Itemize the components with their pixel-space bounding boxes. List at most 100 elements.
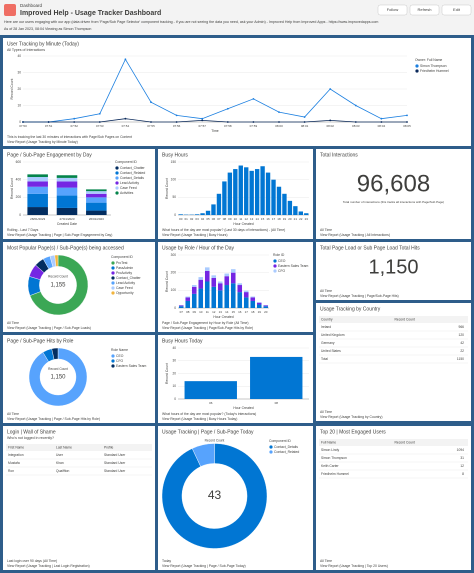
panel-subtitle: All Types of Interactions: [7, 48, 45, 52]
report-link[interactable]: View Report (Usage Tracking | Page / Sub…: [7, 417, 100, 421]
report-link[interactable]: View Report (Usage Tracking | Top 20 Use…: [320, 564, 388, 568]
legend-label: Contact_Related: [274, 450, 299, 454]
table-cell: 31: [460, 456, 464, 460]
header-button[interactable]: [377, 4, 408, 16]
bar-segment: [237, 292, 243, 308]
panel-subtitle: Who's not logged in recently?: [7, 436, 54, 440]
bar-segment: [198, 279, 204, 289]
y-tick-label: 600: [16, 160, 22, 164]
donut-total: 1,150: [50, 375, 66, 381]
panel-title: Top 20 | Most Engaged Users: [320, 429, 386, 435]
legend-label: Contact_Details: [120, 176, 144, 180]
panel-title: Usage by Role / Hour of the Day: [162, 245, 234, 251]
x-axis-label: Created Date: [57, 222, 77, 226]
bar: [304, 213, 309, 215]
table-cell: Standard User: [104, 453, 126, 457]
data-point: [201, 119, 204, 122]
table-header: [6, 444, 152, 451]
legend-swatch: [111, 291, 115, 295]
x-tick-label: 03: [195, 217, 199, 221]
x-tick-label: 16: [238, 310, 242, 314]
x-axis-label: Time: [211, 129, 219, 133]
as-of: As of 28 Jan 2023, 08:04 Viewing as Simo…: [4, 27, 91, 31]
x-tick-label: 13: [219, 310, 223, 314]
bar: [211, 204, 216, 215]
series-line: [23, 58, 408, 123]
table-cell[interactable]: Integration: [8, 453, 24, 457]
report-link[interactable]: View Report (Usage Tracking by Country): [320, 415, 383, 419]
column-header: Full Name: [321, 440, 336, 444]
legend-swatch: [111, 281, 115, 285]
y-axis-label: Record Count: [165, 271, 169, 292]
data-point: [73, 121, 76, 123]
bar-segment: [217, 281, 223, 284]
table-cell: 120: [458, 333, 464, 337]
table-cell: Germany: [321, 341, 335, 345]
table-cell[interactable]: Keith Carter: [321, 464, 339, 468]
legend-label: CEO: [116, 354, 124, 358]
legend-label: Contact_Chatter: [116, 276, 142, 280]
panel: [316, 426, 471, 570]
bar-segment: [178, 305, 184, 307]
header-button-label[interactable]: Follow: [387, 7, 399, 12]
table-cell[interactable]: Simon Thompson: [321, 456, 347, 460]
table-cell: 1094: [457, 448, 465, 452]
legend-label: PassAdmin: [116, 266, 133, 270]
table-cell[interactable]: Mustafa: [8, 461, 20, 465]
table-cell[interactable]: Simon Lindy: [321, 448, 339, 452]
bar-segment: [86, 193, 107, 198]
x-tick-label: 26/01/2023: [89, 217, 104, 221]
x-tick-label: 15: [232, 310, 236, 314]
y-tick-label: 200: [16, 195, 22, 199]
report-link[interactable]: View Report (Usage Tracking | Page/Sub-P…: [162, 326, 253, 330]
bar: [287, 200, 293, 215]
bar-segment: [27, 186, 48, 194]
legend-label: ProActivity: [116, 271, 132, 275]
bar-segment: [27, 193, 48, 208]
report-link[interactable]: View Report (Usage Tracking by Minute To…: [7, 140, 78, 144]
x-axis-label: Hour Created: [233, 222, 253, 226]
legend-swatch: [415, 69, 419, 73]
donut-slice: [54, 254, 59, 267]
report-link[interactable]: View Report (Usage Tracking | Page / Sub…: [7, 326, 91, 330]
report-link[interactable]: View Report (Usage Tracking | All Intera…: [320, 233, 390, 237]
report-link[interactable]: View Report (Usage Tracking | Last Login…: [7, 564, 90, 568]
data-point: [252, 121, 255, 123]
report-link[interactable]: View Report (Usage Tracking | Busy Hours…: [162, 233, 227, 237]
legend-label: Lead Activity: [116, 281, 135, 285]
x-tick-label: 08:03: [352, 124, 360, 128]
report-link[interactable]: View Report (Usage Tracking | Page/Sub-P…: [320, 294, 399, 298]
legend-label: Activities: [120, 191, 134, 195]
bar-segment: [191, 293, 197, 308]
bar: [178, 214, 183, 215]
report-link[interactable]: View Report (Usage Tracking | Page / Sub…: [162, 564, 246, 568]
panel: [3, 38, 471, 146]
header-button[interactable]: [441, 4, 472, 16]
data-point: [354, 121, 357, 123]
x-tick-label: 11: [206, 310, 209, 314]
table-cell: United Kingdom: [321, 333, 345, 337]
bar-segment: [237, 283, 243, 286]
table-cell: 1150: [457, 357, 464, 361]
bar: [265, 172, 271, 215]
bar-segment: [243, 297, 249, 308]
table-cell[interactable]: Ron: [8, 469, 14, 473]
table-cell[interactable]: Friedhelm Hummel: [321, 472, 349, 476]
table-cell: United States: [321, 349, 341, 353]
bar: [194, 214, 200, 215]
report-link[interactable]: View Report (Usage Tracking | Page | Sub…: [7, 233, 112, 237]
report-link[interactable]: View Report (Usage Tracking | Busy Hours…: [162, 417, 237, 421]
panel-note: Last login over 90 days (All Time): [7, 559, 57, 563]
header-button-label[interactable]: Refresh: [417, 7, 431, 12]
bar: [222, 181, 227, 215]
description: Here are our users engaging with our app…: [4, 20, 378, 24]
y-tick-label: 150: [171, 160, 177, 164]
data-point: [73, 117, 76, 120]
header-button-label[interactable]: Edit: [453, 7, 461, 12]
header-button[interactable]: [409, 4, 440, 16]
bar-segment: [250, 300, 256, 308]
x-tick-label: 17: [272, 217, 276, 221]
panel-note: All Time: [7, 412, 19, 416]
bar-segment: [56, 207, 78, 215]
legend-label: Friedhelm Hummel: [420, 69, 449, 73]
